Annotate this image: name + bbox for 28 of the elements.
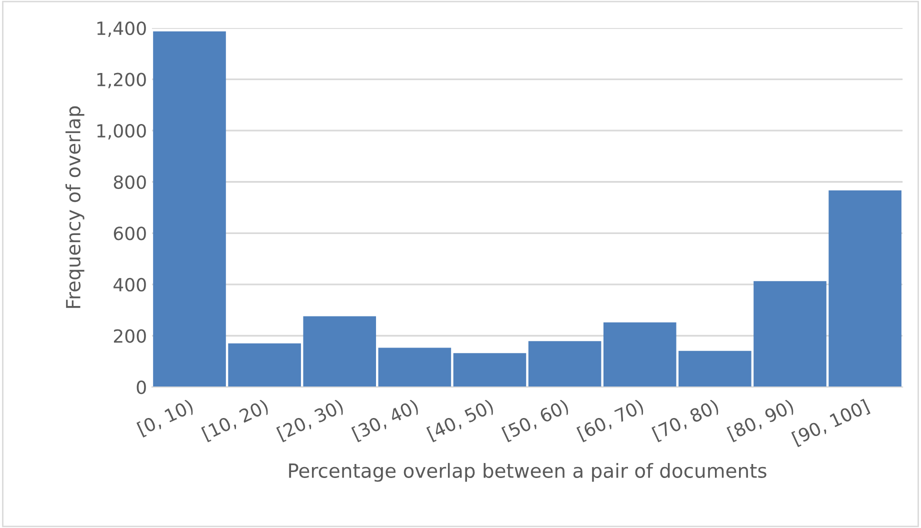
bar: [678, 350, 752, 388]
x-tick-label: [0, 10): [136, 398, 195, 438]
y-axis-title: Frequency of overlap: [65, 106, 84, 308]
y-tick-label: 1,400: [97, 21, 146, 37]
x-tick-label: [30, 40): [351, 398, 420, 442]
y-tick-label: 1,200: [97, 72, 146, 88]
y-tick-label: 400: [114, 278, 146, 292]
bar: [378, 348, 452, 388]
bar: [153, 31, 226, 388]
y-tick-label: 0: [136, 380, 146, 394]
x-tick-label: [60, 70): [576, 398, 646, 442]
bar: [528, 341, 602, 388]
x-tick-label: [50, 60): [501, 398, 570, 442]
y-tick-label: 800: [114, 175, 146, 189]
x-tick-label: [40, 50): [426, 398, 496, 442]
bar: [754, 281, 826, 388]
y-tick-label: 600: [114, 226, 146, 240]
y-tick-label: 1,000: [97, 124, 146, 140]
x-tick-label: [70, 80): [652, 398, 720, 442]
x-tick-label: [20, 30): [276, 398, 346, 442]
bar: [603, 322, 676, 388]
y-tick-label: 200: [114, 329, 146, 343]
x-axis-title: Percentage overlap between a pair of documents: [289, 462, 766, 482]
bar: [303, 316, 376, 388]
bar: [828, 190, 902, 388]
bar: [453, 353, 526, 388]
x-tick-label: [10, 20): [201, 398, 270, 442]
bar: [228, 343, 301, 388]
